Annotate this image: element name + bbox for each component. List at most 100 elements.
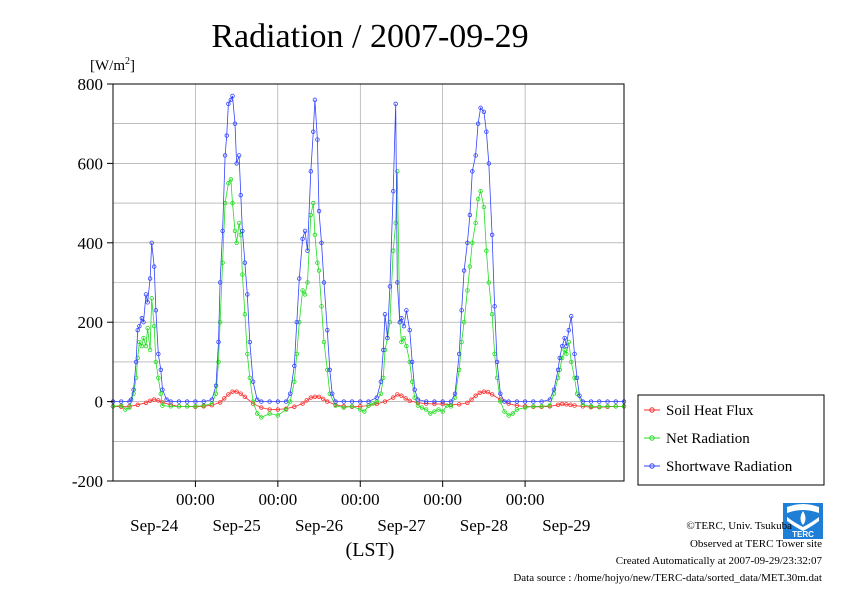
x-date-label: Sep-24: [130, 516, 179, 535]
data-point: [143, 400, 149, 405]
data-point: [381, 347, 386, 353]
data-point: [216, 339, 221, 345]
data-point: [514, 407, 520, 412]
data-point: [255, 411, 260, 416]
data-point: [176, 404, 182, 409]
data-point: [465, 400, 470, 405]
data-point: [485, 389, 491, 395]
data-point: [564, 343, 569, 349]
data-point: [478, 105, 483, 111]
data-point: [250, 399, 256, 404]
data-point: [481, 204, 487, 210]
data-point: [232, 228, 238, 234]
data-point: [467, 212, 473, 218]
data-point: [327, 391, 332, 396]
data-point: [489, 392, 495, 397]
data-point: [407, 359, 412, 365]
data-point: [555, 367, 561, 373]
data-point: [234, 389, 239, 394]
copyright-text: ©TERC, Univ. Tsukuba: [686, 520, 792, 532]
created-text: Created Automatically at 2007-09-29/23:3…: [615, 555, 822, 567]
data-point: [436, 407, 441, 412]
data-point: [176, 399, 182, 404]
data-point: [432, 399, 437, 404]
data-point: [456, 351, 462, 357]
data-point: [465, 288, 470, 293]
data-point: [145, 325, 150, 331]
data-point: [478, 188, 483, 194]
data-point: [238, 192, 243, 198]
logo-text: TERC: [792, 530, 814, 539]
data-point: [349, 399, 355, 404]
data-point: [572, 375, 577, 380]
data-point: [470, 240, 475, 245]
data-point: [137, 323, 142, 329]
data-point: [358, 407, 363, 412]
legend-swatch-marker: [649, 463, 655, 469]
data-point: [382, 312, 388, 317]
y-tick-label: 600: [78, 154, 104, 173]
data-point: [242, 260, 248, 265]
data-point: [477, 390, 482, 396]
legend-swatch-marker: [649, 435, 655, 441]
data-point: [395, 280, 400, 285]
data-point: [489, 232, 495, 238]
data-point: [415, 397, 421, 402]
data-point: [316, 268, 322, 273]
data-point: [395, 392, 400, 397]
data-point: [184, 399, 190, 404]
data-point: [486, 280, 492, 285]
data-point: [319, 304, 324, 309]
data-point: [226, 392, 231, 397]
data-point: [228, 177, 234, 182]
terc-logo-icon: TERC: [783, 503, 823, 539]
data-point: [465, 240, 470, 245]
data-point: [193, 404, 198, 409]
data-point: [158, 367, 164, 373]
data-point: [547, 397, 553, 402]
data-point: [158, 391, 164, 396]
data-point: [374, 395, 379, 400]
data-point: [510, 411, 515, 416]
data-point: [382, 399, 388, 404]
series-line: [113, 95, 624, 402]
data-point: [294, 320, 299, 325]
series-layer: [110, 93, 627, 420]
data-point: [325, 399, 330, 404]
data-point: [401, 323, 407, 329]
data-point: [283, 399, 289, 404]
legend-entry: Shortwave Radiation: [644, 459, 793, 475]
data-point: [312, 232, 318, 238]
data-point: [333, 399, 338, 404]
x-axis: 00:00 00:00 00:00 00:00 00:00 Sep-24 Sep-25 Sep…: [130, 481, 590, 535]
data-point: [461, 320, 467, 325]
data-point: [213, 383, 219, 388]
data-point: [152, 323, 157, 329]
data-point: [358, 399, 363, 404]
data-point: [184, 404, 190, 409]
data-point: [320, 396, 326, 402]
data-point: [145, 300, 150, 305]
data-point: [605, 404, 610, 409]
x-time-label: 00:00: [341, 490, 380, 509]
data-point: [242, 312, 248, 317]
data-point: [143, 292, 149, 297]
data-point: [492, 304, 497, 309]
data-point: [486, 161, 492, 166]
data-point: [325, 327, 330, 333]
data-point: [470, 169, 475, 174]
data-point: [316, 208, 322, 214]
data-point: [312, 97, 318, 103]
data-point: [404, 308, 409, 313]
data-point: [564, 351, 569, 357]
terc-logo: TERC: [783, 503, 823, 539]
data-point: [489, 312, 495, 317]
data-point: [481, 109, 487, 114]
data-point: [444, 403, 449, 408]
data-point: [228, 97, 234, 103]
data-point: [484, 248, 489, 253]
data-point: [574, 375, 580, 380]
data-point: [267, 411, 272, 416]
data-point: [213, 391, 219, 396]
